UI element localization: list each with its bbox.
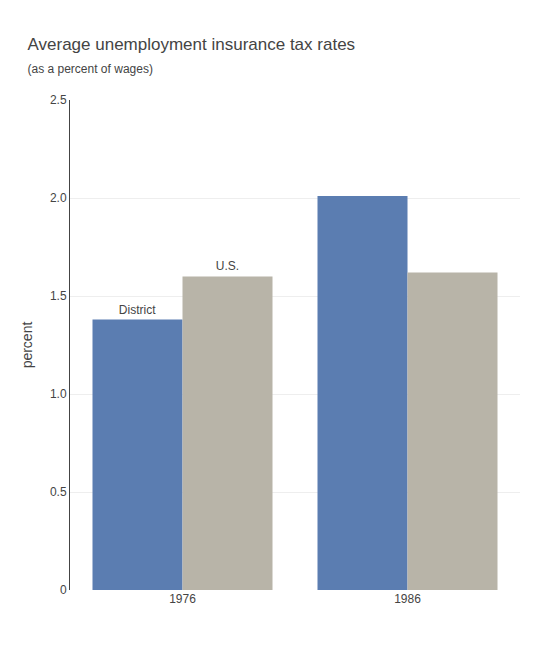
svg-text:1986: 1986: [394, 592, 421, 606]
svg-text:1976: 1976: [169, 592, 196, 606]
svg-text:(as a percent of wages): (as a percent of wages): [28, 62, 153, 76]
svg-text:2.5: 2.5: [50, 93, 67, 107]
svg-text:Average unemployment insurance: Average unemployment insurance tax rates: [28, 35, 356, 54]
svg-text:2.0: 2.0: [50, 191, 67, 205]
svg-text:0.5: 0.5: [50, 485, 67, 499]
svg-text:percent: percent: [19, 322, 35, 369]
svg-text:1.0: 1.0: [50, 387, 67, 401]
svg-text:District: District: [119, 303, 156, 317]
svg-text:1.5: 1.5: [50, 289, 67, 303]
svg-text:0: 0: [60, 583, 67, 597]
svg-text:U.S.: U.S.: [216, 259, 239, 273]
